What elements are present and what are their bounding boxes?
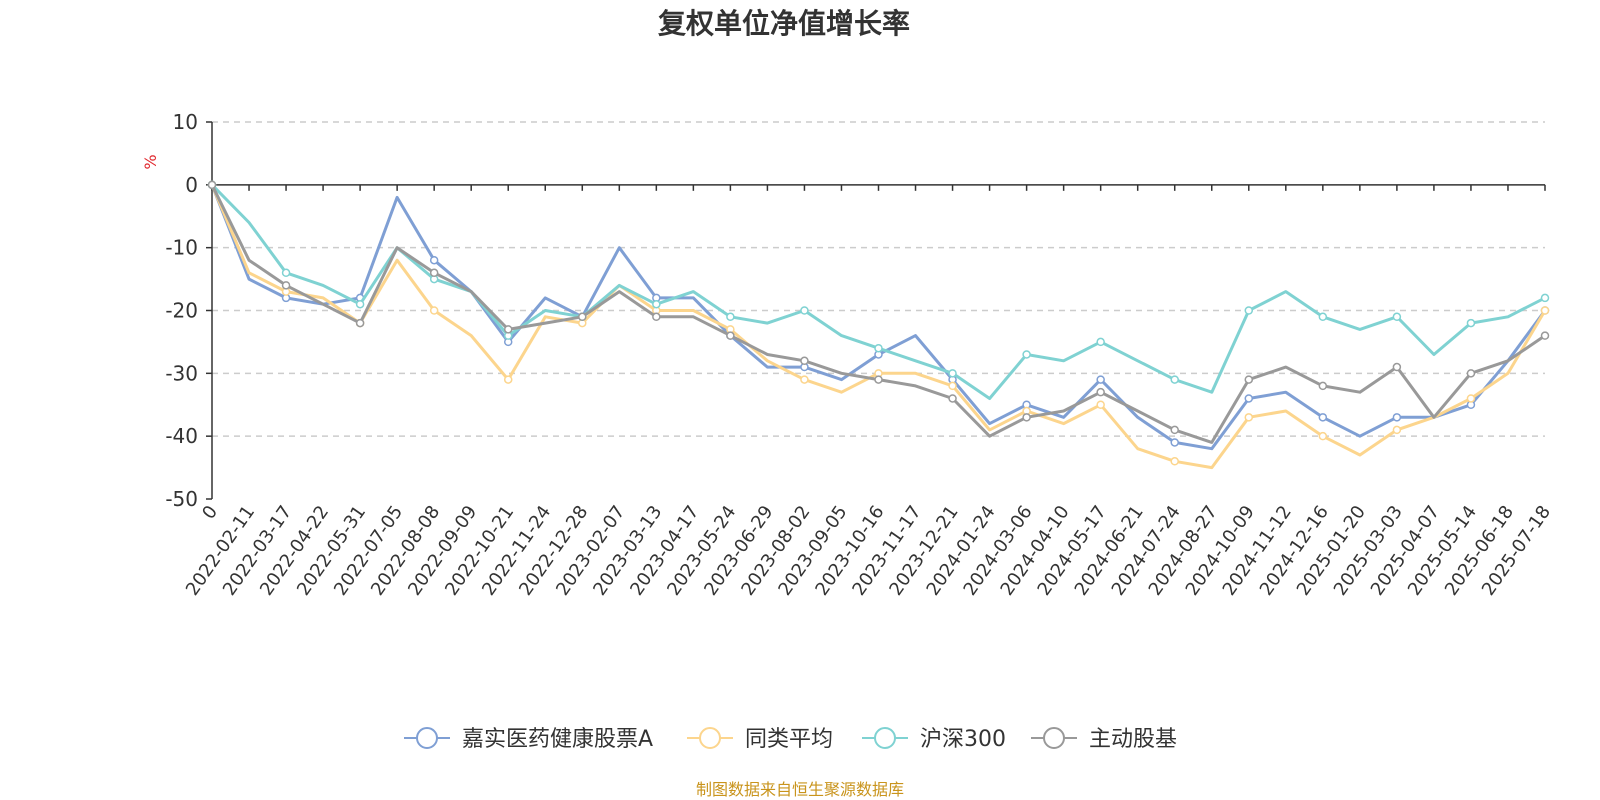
y-tick-label: 0 xyxy=(185,173,198,197)
legend-marker xyxy=(1043,727,1065,749)
data-point xyxy=(874,375,883,384)
legend-label: 嘉实医药健康股票A xyxy=(462,727,653,752)
data-point xyxy=(1540,293,1550,303)
data-point xyxy=(429,306,439,315)
data-point xyxy=(800,306,809,315)
data-point xyxy=(1170,457,1179,466)
legend-label: 主动股基 xyxy=(1089,727,1177,752)
data-point xyxy=(948,369,957,378)
legend-item-4[interactable]: 主动股基 xyxy=(1031,727,1177,752)
legend-label: 同类平均 xyxy=(745,727,833,752)
data-point xyxy=(1096,375,1105,384)
x-axis-ticks: 02022-02-112022-03-172022-04-222022-05-3… xyxy=(182,502,1555,600)
series-line-1 xyxy=(210,184,1547,451)
series-line-2 xyxy=(210,184,1547,470)
legend-marker xyxy=(416,727,438,749)
data-point xyxy=(1318,312,1328,322)
data-point xyxy=(1096,387,1105,397)
data-point xyxy=(1022,350,1031,359)
data-point xyxy=(429,255,439,265)
data-point xyxy=(1466,369,1476,378)
data-point xyxy=(355,318,365,328)
data-point xyxy=(429,268,439,278)
y-tick-label: -40 xyxy=(165,424,198,448)
series-lines xyxy=(207,180,1550,470)
y-axis-unit: % xyxy=(141,154,160,169)
data-point xyxy=(1170,375,1179,384)
data-point xyxy=(1096,337,1105,347)
data-point xyxy=(800,375,809,384)
data-point xyxy=(503,375,513,384)
data-point xyxy=(1244,375,1254,384)
series-line-3 xyxy=(210,183,1546,400)
data-point xyxy=(874,343,883,353)
data-point xyxy=(1392,413,1402,422)
data-point xyxy=(503,325,513,334)
data-point xyxy=(948,381,957,391)
data-point xyxy=(1318,413,1328,422)
legend-item-2[interactable]: 同类平均 xyxy=(687,727,833,752)
y-tick-label: -50 xyxy=(165,487,198,511)
data-point xyxy=(1392,312,1402,322)
data-point xyxy=(1244,413,1254,422)
data-point xyxy=(726,331,735,340)
data-point xyxy=(355,299,365,309)
data-point xyxy=(1244,306,1254,315)
data-point xyxy=(1466,394,1476,403)
legend[interactable]: 嘉实医药健康股票A 同类平均 沪深300 主动股基 xyxy=(404,727,1177,752)
data-point xyxy=(948,394,957,403)
data-source-note: 制图数据来自恒生聚源数据库 xyxy=(696,780,904,799)
data-point xyxy=(1244,394,1254,403)
data-point xyxy=(207,180,217,190)
data-point xyxy=(281,268,291,278)
data-point xyxy=(578,312,587,322)
legend-marker xyxy=(699,727,721,749)
y-tick-label: -10 xyxy=(165,236,198,260)
data-point xyxy=(1170,425,1179,435)
y-axis-ticks: 10 0 -10 -20 -30 -40 -50 xyxy=(165,110,212,511)
y-tick-label: -20 xyxy=(165,299,198,323)
data-point xyxy=(1318,381,1328,391)
chart-title: 复权单位净值增长率 xyxy=(658,7,910,40)
data-point xyxy=(1392,425,1402,435)
data-point xyxy=(1318,431,1328,441)
x-tick-label: 0 xyxy=(198,502,222,523)
data-point xyxy=(800,356,809,366)
data-point xyxy=(1170,438,1179,447)
data-point xyxy=(1540,306,1550,315)
data-point xyxy=(726,312,735,322)
data-point xyxy=(652,299,661,309)
data-point xyxy=(1540,331,1550,340)
data-point xyxy=(1096,400,1105,409)
data-point xyxy=(1022,413,1031,422)
legend-item-1[interactable]: 嘉实医药健康股票A xyxy=(404,727,653,752)
y-tick-label: -30 xyxy=(165,361,198,385)
legend-label: 沪深300 xyxy=(920,727,1006,752)
data-point xyxy=(1392,362,1402,372)
legend-marker xyxy=(874,727,896,749)
data-point xyxy=(1466,318,1476,328)
y-tick-label: 10 xyxy=(173,110,198,134)
data-point xyxy=(652,312,661,322)
legend-item-3[interactable]: 沪深300 xyxy=(862,727,1006,752)
data-point xyxy=(281,281,291,290)
